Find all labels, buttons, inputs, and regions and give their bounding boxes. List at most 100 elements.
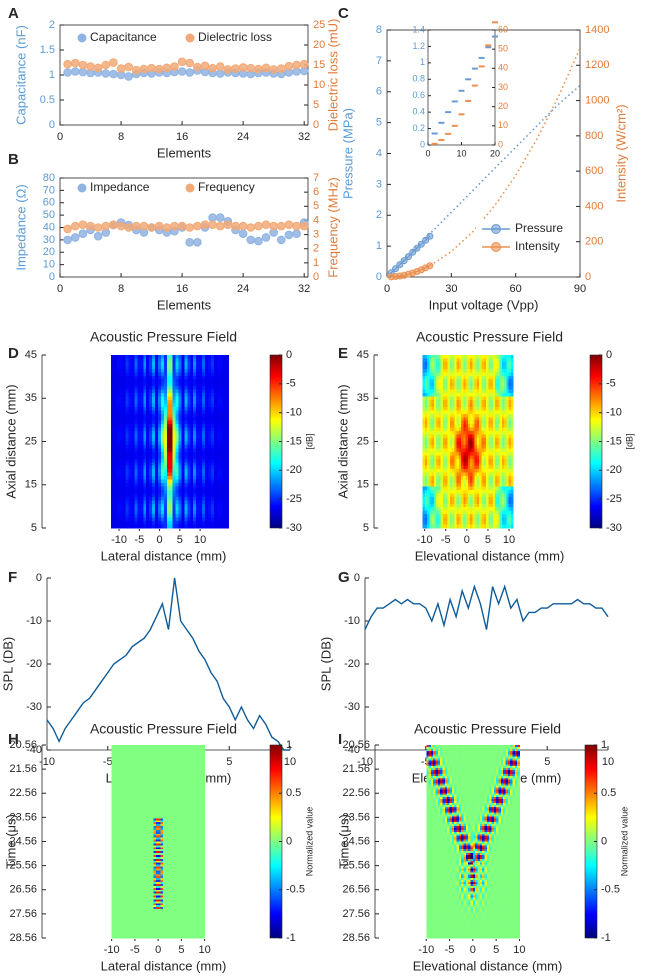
field-cell [137, 524, 141, 529]
field-cell [486, 448, 489, 453]
field-cell [204, 507, 209, 512]
field-cell [427, 413, 430, 418]
field-cell [424, 462, 428, 467]
field-cell [199, 521, 203, 525]
field-cell [429, 503, 432, 508]
field-cell [510, 417, 514, 422]
field-cell [137, 489, 141, 494]
field-cell [490, 476, 494, 480]
field-cell [483, 365, 487, 370]
field-cell [197, 760, 201, 763]
field-cell [490, 448, 494, 453]
field-cell [467, 444, 471, 449]
field-cell [160, 521, 165, 525]
field-cell [187, 375, 191, 380]
field-cell [113, 451, 118, 456]
field-cell [449, 503, 453, 508]
field-cell [181, 758, 185, 761]
field-cell [134, 745, 138, 748]
x-tick-label: 8 [118, 131, 124, 143]
field-cell [447, 355, 451, 359]
field-cell [225, 403, 229, 408]
field-cell [438, 406, 442, 411]
field-cell [470, 393, 473, 397]
field-cell [497, 469, 501, 474]
field-cell [187, 413, 191, 418]
field-cell [196, 465, 200, 470]
field-cell [152, 451, 156, 456]
field-cell [134, 448, 138, 453]
field-cell [440, 517, 444, 522]
field-cell [222, 483, 226, 487]
field-cell [131, 458, 135, 463]
field-cell [504, 472, 507, 477]
field-cell [225, 399, 229, 404]
field-cell [163, 368, 168, 373]
field-cell [458, 393, 462, 397]
field-cell [461, 399, 464, 404]
field-cell [481, 500, 485, 505]
field-cell [476, 510, 480, 515]
field-cell [225, 493, 229, 498]
field-cell [429, 441, 432, 446]
y2-tick-label: 1200 [585, 59, 609, 71]
y-axis-label: Axial distance (mm) [3, 384, 18, 498]
field-cell [181, 510, 185, 515]
field-cell [187, 361, 191, 366]
field-cell [152, 406, 156, 411]
field-cell [222, 507, 226, 512]
field-cell [157, 427, 162, 432]
field-cell [445, 413, 448, 418]
field-cell [490, 420, 494, 425]
field-cell [143, 375, 147, 380]
y-tick-label: 35 [25, 392, 37, 404]
field-cell [422, 444, 426, 449]
field-cell [463, 396, 467, 401]
legend-marker [185, 183, 195, 193]
field-cell [116, 434, 121, 439]
field-cell [160, 514, 165, 519]
field-cell [461, 393, 464, 397]
field-cell [157, 444, 162, 449]
field-cell [456, 489, 460, 494]
field-cell [152, 465, 156, 470]
field-cell [479, 355, 482, 359]
field-cell [119, 448, 124, 453]
field-cell [495, 510, 498, 515]
field-cell [458, 472, 462, 477]
field-cell [163, 441, 168, 446]
field-cell [169, 406, 174, 411]
field-cell [128, 365, 132, 370]
field-cell [116, 413, 121, 418]
field-cell [454, 496, 457, 501]
field-cell [449, 483, 453, 487]
field-cell [508, 483, 512, 487]
field-cell [510, 431, 514, 435]
field-cell [210, 361, 215, 366]
field-cell [122, 393, 127, 397]
field-cell [155, 458, 159, 463]
field-cell [424, 410, 428, 415]
field-cell [113, 458, 118, 463]
field-cell [122, 521, 127, 525]
field-cell [427, 365, 430, 370]
field-cell [438, 489, 442, 494]
field-cell [128, 469, 132, 474]
field-cell [155, 762, 159, 765]
field-cell [442, 417, 446, 422]
field-cell [176, 748, 180, 752]
field-cell [184, 465, 188, 470]
field-cell [499, 372, 503, 377]
field-cell [429, 365, 432, 370]
field-cell [461, 413, 464, 418]
field-cell [125, 417, 129, 422]
field-cell [188, 760, 192, 763]
field-cell [202, 496, 206, 501]
field-cell [110, 368, 115, 373]
field-cell [175, 361, 179, 366]
field-cell [219, 361, 224, 366]
colorbar-tick-label: -25 [606, 493, 622, 505]
y-tick-label: 60 [43, 197, 55, 209]
field-cell [470, 389, 473, 394]
field-cell [199, 748, 203, 752]
